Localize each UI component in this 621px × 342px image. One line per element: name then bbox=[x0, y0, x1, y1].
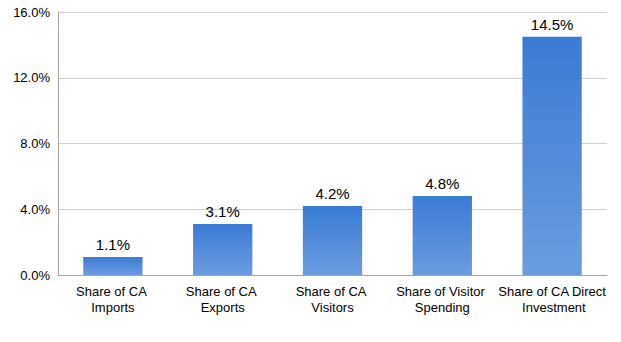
svg-text:Share of CA: Share of CA bbox=[186, 284, 260, 299]
svg-text:Share of Visitor: Share of Visitor bbox=[396, 284, 488, 299]
svg-text:Share of CA: Share of CA bbox=[296, 284, 370, 299]
svg-text:Share of CA Direct: Share of CA Direct bbox=[498, 284, 606, 299]
svg-text:Visitors: Visitors bbox=[311, 300, 354, 315]
svg-text:0.0%: 0.0% bbox=[20, 268, 50, 283]
svg-text:1.1%: 1.1% bbox=[96, 236, 130, 253]
svg-text:4.0%: 4.0% bbox=[20, 202, 50, 217]
svg-text:Spending: Spending bbox=[415, 300, 470, 315]
svg-text:3.1%: 3.1% bbox=[206, 203, 240, 220]
svg-text:4.2%: 4.2% bbox=[315, 185, 349, 202]
svg-text:Share of CA: Share of CA bbox=[76, 284, 150, 299]
svg-text:16.0%: 16.0% bbox=[13, 5, 50, 20]
svg-text:Exports: Exports bbox=[201, 300, 246, 315]
svg-text:14.5%: 14.5% bbox=[531, 16, 574, 33]
svg-text:Investment: Investment bbox=[518, 300, 586, 315]
svg-text:12.0%: 12.0% bbox=[13, 70, 50, 85]
svg-text:Imports: Imports bbox=[91, 300, 135, 315]
svg-text:4.8%: 4.8% bbox=[425, 175, 459, 192]
svg-text:8.0%: 8.0% bbox=[20, 136, 50, 151]
